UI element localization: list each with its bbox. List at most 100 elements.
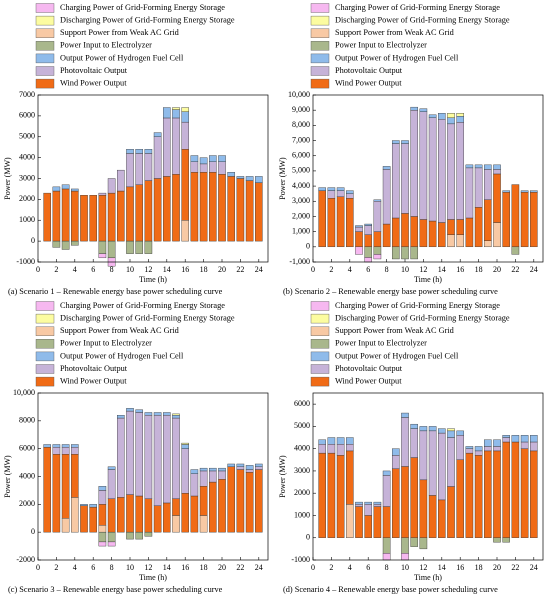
y-tick-label: -1,000: [289, 257, 310, 266]
bar-segment: [438, 119, 446, 223]
bar-segment: [89, 194, 97, 242]
bar-segment: [71, 190, 79, 242]
bar-segment: [428, 220, 437, 248]
bar-segment: [456, 435, 464, 461]
bar-segment: [465, 217, 474, 248]
legend-swatch: [310, 15, 330, 26]
bar-segment: [364, 234, 372, 248]
bar-segment: [153, 132, 162, 137]
plot-frame: [312, 392, 544, 561]
y-tick-label: 2,000: [292, 211, 310, 220]
bar-segment: [52, 190, 61, 242]
bar-segment: [144, 415, 153, 499]
legend-label: Support Power from Weak AC Grid: [60, 28, 180, 37]
bar-segment: [484, 164, 492, 170]
bar-segment: [318, 190, 326, 248]
bar-segment: [456, 116, 464, 123]
bar-segment: [98, 486, 107, 491]
bar-segment: [493, 439, 501, 447]
bar-segment: [71, 497, 79, 533]
x-tick-label: 14: [438, 563, 446, 572]
legend-swatch: [35, 66, 55, 76]
bar-segment: [346, 190, 354, 194]
bar-segment: [236, 178, 245, 242]
bar-segment: [218, 174, 226, 242]
bar-segment: [117, 417, 125, 498]
bar-segment: [245, 469, 254, 473]
legend-label: Photovoltaic Output: [60, 66, 128, 75]
bar-segment: [135, 495, 143, 533]
y-tick-label: 2000: [19, 499, 35, 508]
x-tick-label: 22: [511, 265, 519, 274]
y-tick-label: -1000: [16, 257, 35, 266]
bar-segment: [61, 454, 70, 519]
bar-segment: [484, 240, 492, 248]
bar-segment: [410, 109, 418, 217]
bar-segment: [520, 190, 529, 193]
legend-label: Output Power of Hydrogen Fuel Cell: [60, 351, 184, 360]
bar-segment: [71, 454, 79, 498]
x-tick-label: 6: [366, 563, 370, 572]
bar-segment: [502, 435, 510, 438]
bar-segment: [493, 164, 501, 170]
bar-segment: [447, 486, 455, 538]
x-tick-label: 14: [163, 265, 171, 274]
x-tick-label: 16: [181, 265, 189, 274]
bar-segment: [126, 408, 134, 412]
y-tick-label: 1,000: [292, 226, 310, 235]
x-tick-label: 0: [311, 265, 315, 274]
x-tick-label: 0: [311, 563, 315, 572]
bar-segment: [401, 140, 409, 144]
bar-segment: [318, 444, 326, 454]
bar-segment: [502, 191, 510, 248]
bar-segment: [355, 506, 363, 538]
bar-segment: [318, 439, 326, 445]
bar-segment: [346, 193, 354, 199]
bar-segment: [456, 219, 464, 235]
legend-swatch: [35, 78, 55, 89]
bar-segment: [465, 452, 474, 538]
y-tick-label: 4000: [19, 152, 35, 161]
bar-segment: [419, 426, 428, 432]
chart-panel: Charging Power of Grid-Forming Energy St…: [3, 301, 269, 594]
y-tick-label: 4000: [294, 443, 310, 452]
bar-segment: [336, 190, 345, 197]
bar-segment: [364, 225, 372, 235]
bar-segment: [153, 136, 162, 179]
bar-segment: [181, 121, 189, 150]
bar-segment: [199, 467, 208, 472]
bar-segment: [190, 155, 199, 163]
bar-segment: [172, 417, 180, 499]
legend-label: Power Input to Electrolyzer: [60, 41, 152, 50]
bar-segment: [144, 412, 153, 416]
bar-segment: [126, 494, 134, 533]
legend-label: Charging Power of Grid-Forming Energy St…: [60, 301, 225, 310]
y-tick-label: 10,000: [13, 388, 35, 397]
bar-segment: [401, 466, 409, 538]
bar-segment: [98, 240, 107, 254]
bar-segment: [484, 169, 492, 200]
y-axis-label: Power (MW): [278, 157, 287, 200]
bar-segment: [382, 223, 391, 248]
bar-segment: [172, 109, 180, 119]
bar-segment: [327, 444, 336, 454]
x-tick-label: 22: [236, 265, 244, 274]
y-tick-label: 6000: [294, 399, 310, 408]
bar-segment: [456, 459, 464, 538]
bar-segment: [236, 469, 245, 533]
x-tick-label: 0: [36, 563, 40, 572]
y-axis-label: Power (MW): [278, 455, 287, 498]
bar-segment: [107, 466, 116, 470]
bar-segment: [199, 163, 208, 173]
y-tick-label: 8000: [19, 416, 35, 425]
bar-segment: [98, 504, 107, 526]
bar-segment: [172, 117, 180, 175]
legend-swatch: [35, 364, 55, 374]
bar-segment: [107, 240, 116, 259]
x-tick-label: 2: [54, 265, 58, 274]
legend-label: Wind Power Output: [60, 377, 127, 386]
bar-segment: [199, 486, 208, 516]
bar-segment: [346, 450, 354, 505]
bar-segment: [117, 415, 125, 419]
bar-segment: [327, 437, 336, 445]
